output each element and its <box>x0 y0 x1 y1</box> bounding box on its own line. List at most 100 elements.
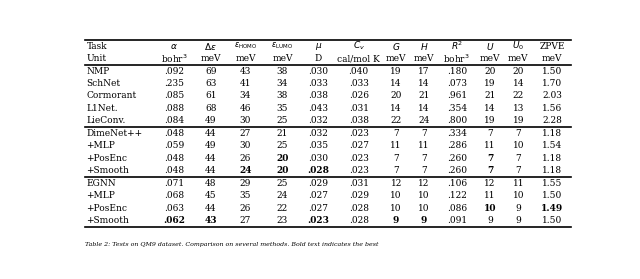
Text: 38: 38 <box>276 92 288 100</box>
Text: 9: 9 <box>515 216 521 225</box>
Text: meV: meV <box>541 54 562 63</box>
Text: 9: 9 <box>393 216 399 225</box>
Text: .026: .026 <box>349 92 369 100</box>
Text: 20: 20 <box>484 67 495 76</box>
Text: .027: .027 <box>349 141 369 150</box>
Text: 25: 25 <box>276 179 288 188</box>
Text: 7: 7 <box>421 129 427 138</box>
Text: .030: .030 <box>308 154 328 163</box>
Text: 14: 14 <box>484 104 495 113</box>
Text: .088: .088 <box>164 104 184 113</box>
Text: 19: 19 <box>390 67 402 76</box>
Text: meV: meV <box>236 54 256 63</box>
Text: 7: 7 <box>515 154 521 163</box>
Text: .032: .032 <box>308 129 328 138</box>
Text: 11: 11 <box>418 141 429 150</box>
Text: .073: .073 <box>447 79 467 88</box>
Text: 68: 68 <box>205 104 216 113</box>
Text: 20: 20 <box>390 92 402 100</box>
Text: .085: .085 <box>164 92 184 100</box>
Text: 24: 24 <box>276 191 288 200</box>
Text: +MLP: +MLP <box>86 141 115 150</box>
Text: .023: .023 <box>349 166 369 175</box>
Text: bohr$^3$: bohr$^3$ <box>161 52 188 65</box>
Text: .800: .800 <box>447 116 467 126</box>
Text: 34: 34 <box>276 79 288 88</box>
Text: $H$: $H$ <box>420 41 428 52</box>
Text: 1.50: 1.50 <box>542 67 562 76</box>
Text: .048: .048 <box>164 129 184 138</box>
Text: 25: 25 <box>276 116 288 126</box>
Text: .071: .071 <box>164 179 184 188</box>
Text: 48: 48 <box>205 179 216 188</box>
Text: 1.18: 1.18 <box>542 166 562 175</box>
Text: Cormorant: Cormorant <box>86 92 137 100</box>
Text: 29: 29 <box>240 179 251 188</box>
Text: 12: 12 <box>390 179 402 188</box>
Text: 9: 9 <box>420 216 427 225</box>
Text: +MLP: +MLP <box>86 191 115 200</box>
Text: .106: .106 <box>447 179 467 188</box>
Text: 1.55: 1.55 <box>542 179 562 188</box>
Text: Unit: Unit <box>86 54 107 63</box>
Text: .059: .059 <box>164 141 184 150</box>
Text: 10: 10 <box>390 204 402 213</box>
Text: $R^2$: $R^2$ <box>451 40 463 52</box>
Text: 25: 25 <box>276 141 288 150</box>
Text: 21: 21 <box>484 92 495 100</box>
Text: 14: 14 <box>390 104 402 113</box>
Text: 1.50: 1.50 <box>542 191 562 200</box>
Text: 2.03: 2.03 <box>542 92 562 100</box>
Text: .180: .180 <box>447 67 467 76</box>
Text: 9: 9 <box>487 216 493 225</box>
Text: 43: 43 <box>240 67 251 76</box>
Text: 7: 7 <box>487 154 493 163</box>
Text: 45: 45 <box>205 191 216 200</box>
Text: $C_v$: $C_v$ <box>353 40 365 52</box>
Text: 61: 61 <box>205 92 216 100</box>
Text: .260: .260 <box>447 166 467 175</box>
Text: .029: .029 <box>349 191 369 200</box>
Text: .084: .084 <box>164 116 184 126</box>
Text: 44: 44 <box>205 154 216 163</box>
Text: 38: 38 <box>276 67 288 76</box>
Text: 14: 14 <box>390 79 402 88</box>
Text: 7: 7 <box>515 129 521 138</box>
Text: .286: .286 <box>447 141 467 150</box>
Text: $\epsilon_{\rm LUMO}$: $\epsilon_{\rm LUMO}$ <box>271 41 294 51</box>
Text: $U_0$: $U_0$ <box>512 40 524 52</box>
Text: 30: 30 <box>240 116 251 126</box>
Text: 24: 24 <box>239 166 252 175</box>
Text: 24: 24 <box>419 116 429 126</box>
Text: 44: 44 <box>205 204 216 213</box>
Text: 7: 7 <box>394 129 399 138</box>
Text: .027: .027 <box>308 204 328 213</box>
Text: 11: 11 <box>484 191 495 200</box>
Text: .029: .029 <box>308 179 328 188</box>
Text: 10: 10 <box>513 141 524 150</box>
Text: LieConv.: LieConv. <box>86 116 126 126</box>
Text: 44: 44 <box>205 129 216 138</box>
Text: SchNet: SchNet <box>86 79 120 88</box>
Text: 1.18: 1.18 <box>542 154 562 163</box>
Text: meV: meV <box>386 54 406 63</box>
Text: $U$: $U$ <box>486 41 494 52</box>
Text: 27: 27 <box>240 129 251 138</box>
Text: .028: .028 <box>307 166 330 175</box>
Text: .062: .062 <box>163 216 185 225</box>
Text: .028: .028 <box>349 204 369 213</box>
Text: .038: .038 <box>308 92 328 100</box>
Text: EGNN: EGNN <box>86 179 116 188</box>
Text: 7: 7 <box>394 166 399 175</box>
Text: bohr$^3$: bohr$^3$ <box>444 52 470 65</box>
Text: 11: 11 <box>390 141 402 150</box>
Text: NMP: NMP <box>86 67 109 76</box>
Text: $\epsilon_{\rm HOMO}$: $\epsilon_{\rm HOMO}$ <box>234 41 257 51</box>
Text: 20: 20 <box>276 154 289 163</box>
Text: 19: 19 <box>484 79 495 88</box>
Text: +Smooth: +Smooth <box>86 216 129 225</box>
Text: 7: 7 <box>421 166 427 175</box>
Text: 14: 14 <box>513 79 524 88</box>
Text: 35: 35 <box>276 104 288 113</box>
Text: 10: 10 <box>513 191 524 200</box>
